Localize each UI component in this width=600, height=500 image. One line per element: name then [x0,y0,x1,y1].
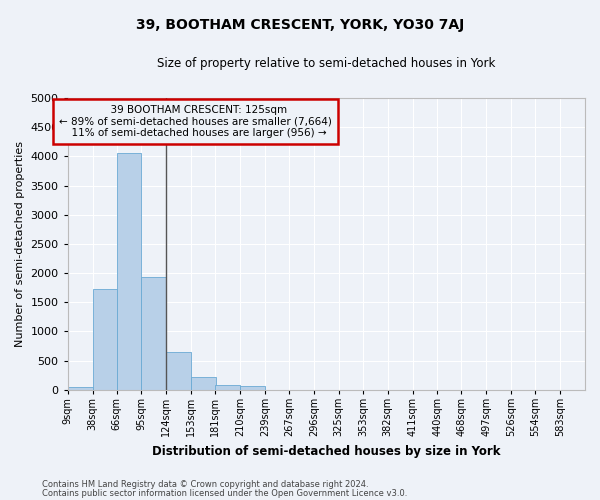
Bar [240,386,265,390]
Text: 39, BOOTHAM CRESCENT, YORK, YO30 7AJ: 39, BOOTHAM CRESCENT, YORK, YO30 7AJ [136,18,464,32]
Title: Size of property relative to semi-detached houses in York: Size of property relative to semi-detach… [157,58,496,70]
Y-axis label: Number of semi-detached properties: Number of semi-detached properties [15,141,25,347]
Text: 39 BOOTHAM CRESCENT: 125sqm
← 89% of semi-detached houses are smaller (7,664)
  : 39 BOOTHAM CRESCENT: 125sqm ← 89% of sem… [59,105,332,138]
Text: Contains public sector information licensed under the Open Government Licence v3: Contains public sector information licen… [42,488,407,498]
Bar [92,290,118,390]
X-axis label: Distribution of semi-detached houses by size in York: Distribution of semi-detached houses by … [152,444,500,458]
Bar [116,154,142,390]
Bar [215,385,240,390]
Bar [68,387,92,390]
Bar [166,352,191,390]
Text: Contains HM Land Registry data © Crown copyright and database right 2024.: Contains HM Land Registry data © Crown c… [42,480,368,489]
Bar [142,277,166,390]
Bar [191,377,216,390]
